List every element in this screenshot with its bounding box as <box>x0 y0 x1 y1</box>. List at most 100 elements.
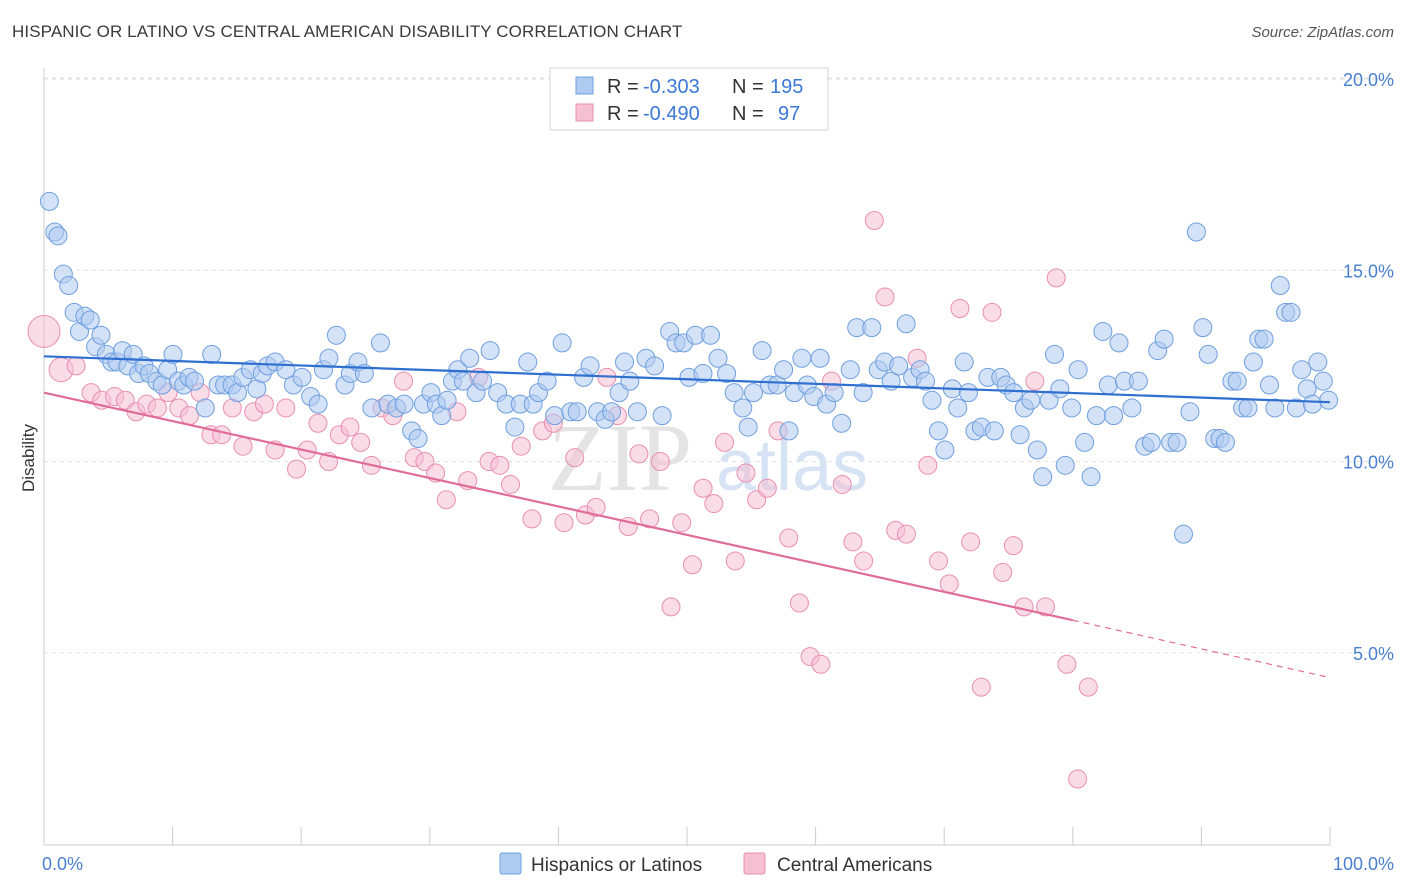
pink-point <box>715 432 735 452</box>
pink-point <box>993 562 1013 582</box>
chart-source: Source: ZipAtlas.com <box>1251 24 1394 41</box>
blue-point <box>1227 371 1247 391</box>
blue-point <box>959 383 978 403</box>
blue-point <box>1319 390 1339 410</box>
blue-point <box>1086 406 1106 426</box>
pink-point <box>854 551 874 571</box>
blue-point <box>1050 379 1070 399</box>
blue-point <box>733 398 753 418</box>
y-tick-label: 20.0% <box>1343 70 1394 90</box>
blue-point <box>394 394 414 414</box>
blue-point <box>1109 333 1129 353</box>
blue-point <box>862 318 882 338</box>
y-tick-label: 15.0% <box>1343 261 1394 281</box>
blue-point <box>935 440 955 460</box>
blue-point <box>840 360 860 380</box>
pink-point <box>501 474 521 494</box>
blue-point <box>1174 524 1193 544</box>
pink-point <box>287 459 307 479</box>
blue-point <box>1193 318 1213 338</box>
blue-point <box>545 406 565 426</box>
blue-point <box>1068 360 1088 380</box>
blue-point <box>1238 398 1258 418</box>
pink-point <box>811 654 831 674</box>
blue-point <box>1292 360 1312 380</box>
blue-point <box>1010 425 1030 445</box>
pink-point <box>1068 769 1088 789</box>
pink-point <box>961 532 981 552</box>
legend-r-value-pink: -0.490 <box>643 103 700 125</box>
legend-r-label-blue: R = <box>607 76 639 98</box>
blue-point <box>984 421 1004 441</box>
blue-point <box>1313 371 1333 391</box>
blue-point <box>1265 398 1285 418</box>
pink-point <box>918 455 938 475</box>
x-tick-label-max: 100.0% <box>1333 854 1394 874</box>
blue-point <box>1215 432 1235 452</box>
pink-point <box>682 555 702 575</box>
blue-point <box>537 371 557 391</box>
blue-point <box>948 398 968 418</box>
pink-point <box>982 302 1002 322</box>
pink-point <box>1025 371 1045 391</box>
blue-point <box>1033 467 1053 487</box>
pink-point <box>757 478 777 498</box>
blue-point <box>362 398 382 418</box>
blue-point <box>602 402 622 422</box>
blue-point <box>185 371 204 391</box>
blue-point <box>1081 467 1101 487</box>
legend-n-value-pink: 97 <box>778 103 800 125</box>
chart-title: HISPANIC OR LATINO VS CENTRAL AMERICAN D… <box>12 22 683 41</box>
pink-point <box>586 497 606 517</box>
blue-point <box>954 352 974 372</box>
blue-point <box>832 413 852 433</box>
blue-point <box>645 356 665 376</box>
blue-point <box>1128 371 1148 391</box>
pink-point <box>1003 536 1023 556</box>
blue-point <box>708 348 728 368</box>
blue-point <box>717 364 737 384</box>
blue-point <box>889 356 909 376</box>
top-legend: R = -0.303 N = 195 R = -0.490 N = 97 <box>549 67 829 131</box>
pink-point <box>522 509 542 529</box>
blue-point <box>308 394 328 414</box>
blue-point <box>505 417 525 437</box>
blue-point <box>1027 440 1047 460</box>
pink-point <box>661 597 681 617</box>
hispanics-points <box>39 191 1339 544</box>
pink-point <box>971 677 991 697</box>
pink-point <box>939 574 959 594</box>
blue-point <box>627 402 647 422</box>
blue-point <box>48 226 68 246</box>
pink-point <box>832 474 852 494</box>
y-axis-title: Disability <box>19 423 38 492</box>
blue-point <box>1243 352 1263 372</box>
pink-point <box>789 593 809 613</box>
blue-point <box>326 325 346 345</box>
blue-point <box>39 191 59 211</box>
pink-point <box>308 413 328 433</box>
blue-point <box>567 402 587 422</box>
blue-point <box>1270 276 1290 296</box>
pink-point <box>27 314 61 348</box>
blue-point <box>752 341 772 361</box>
legend-box <box>549 67 829 131</box>
trend-line-central-americans <box>43 391 1074 622</box>
pink-point <box>629 444 649 464</box>
axes: 5.0% 10.0% 15.0% 20.0% 0.0% 100.0% Disability <box>19 68 1394 874</box>
pink-point <box>950 299 970 318</box>
blue-point <box>1093 321 1113 341</box>
blue-point <box>693 364 713 384</box>
blue-point <box>354 364 374 384</box>
blue-point <box>1180 402 1200 422</box>
blue-point <box>408 429 428 449</box>
blue-point <box>1141 432 1161 452</box>
blue-point <box>652 406 672 426</box>
blue-point <box>824 383 844 403</box>
pink-point <box>66 356 86 376</box>
pink-point <box>779 528 799 548</box>
blue-point <box>1281 302 1301 322</box>
pink-point <box>212 425 232 445</box>
blue-point <box>480 341 500 361</box>
blue-point <box>916 371 935 391</box>
